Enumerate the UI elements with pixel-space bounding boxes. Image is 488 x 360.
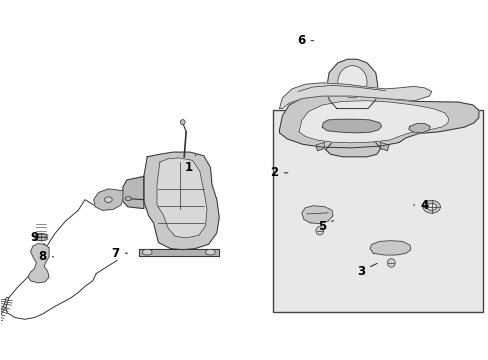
Polygon shape	[326, 59, 377, 109]
Bar	[272, 111, 482, 312]
Text: 2: 2	[270, 166, 287, 179]
Ellipse shape	[422, 201, 440, 213]
Text: 6: 6	[297, 34, 313, 47]
Polygon shape	[369, 241, 410, 255]
Polygon shape	[143, 152, 219, 249]
Polygon shape	[301, 206, 332, 224]
Text: 1: 1	[184, 155, 196, 174]
Polygon shape	[122, 176, 143, 208]
Text: 9: 9	[30, 231, 45, 245]
Polygon shape	[315, 143, 324, 151]
Ellipse shape	[337, 66, 366, 98]
Text: 3: 3	[356, 264, 376, 278]
Ellipse shape	[142, 249, 152, 255]
Polygon shape	[279, 83, 431, 109]
Ellipse shape	[180, 120, 185, 125]
Ellipse shape	[205, 249, 215, 255]
Ellipse shape	[35, 234, 47, 241]
Ellipse shape	[426, 203, 436, 210]
Ellipse shape	[125, 197, 131, 201]
Ellipse shape	[104, 197, 112, 203]
Polygon shape	[298, 101, 448, 143]
Polygon shape	[325, 140, 380, 157]
Text: 8: 8	[39, 250, 54, 263]
Polygon shape	[139, 249, 219, 256]
Polygon shape	[279, 96, 478, 148]
Polygon shape	[157, 158, 206, 238]
Text: 4: 4	[413, 198, 427, 212]
Text: 5: 5	[318, 220, 333, 233]
Polygon shape	[380, 143, 388, 151]
Ellipse shape	[386, 258, 394, 267]
Polygon shape	[28, 244, 49, 283]
Polygon shape	[322, 119, 381, 133]
Polygon shape	[94, 189, 122, 210]
Ellipse shape	[315, 226, 323, 235]
Polygon shape	[408, 123, 429, 133]
Text: 7: 7	[111, 247, 127, 260]
Polygon shape	[336, 109, 367, 140]
